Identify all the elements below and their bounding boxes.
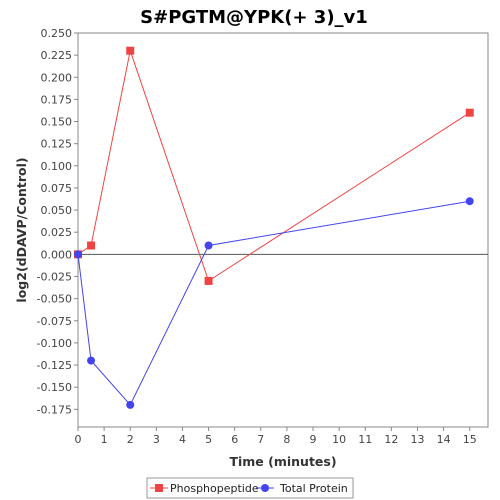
y-tick-label: -0.150 xyxy=(37,381,72,394)
y-tick-label: -0.050 xyxy=(37,293,72,306)
x-tick-label: 1 xyxy=(101,433,108,446)
legend: Phosphopeptide Total Protein xyxy=(146,477,354,499)
y-tick-label: 0.100 xyxy=(41,160,73,173)
data-point-phosphopeptide xyxy=(87,241,96,250)
x-tick-label: 14 xyxy=(437,433,451,446)
data-point-total-protein xyxy=(87,356,96,365)
x-tick-label: 9 xyxy=(310,433,317,446)
x-tick-label: 11 xyxy=(358,433,372,446)
x-tick-label: 15 xyxy=(463,433,477,446)
legend-marker-phosphopeptide xyxy=(155,484,163,492)
data-point-total-protein xyxy=(74,250,82,259)
data-point-phosphopeptide xyxy=(126,46,135,55)
plot-layer xyxy=(74,46,488,409)
data-point-total-protein xyxy=(204,241,213,250)
y-tick-label: 0.250 xyxy=(41,27,73,40)
plot-area xyxy=(77,32,489,428)
data-point-total-protein xyxy=(126,400,135,409)
data-point-phosphopeptide xyxy=(465,108,474,117)
y-tick-label: -0.125 xyxy=(37,359,72,372)
x-tick-label: 6 xyxy=(231,433,238,446)
x-tick-label: 12 xyxy=(384,433,398,446)
data-point-phosphopeptide xyxy=(204,276,213,285)
x-tick-label: 13 xyxy=(410,433,424,446)
y-tick-label: -0.175 xyxy=(37,403,72,416)
x-tick-label: 0 xyxy=(75,433,82,446)
legend-label-phosphopeptide: Phosphopeptide xyxy=(170,482,259,495)
y-tick-label: 0.225 xyxy=(41,49,73,62)
legend-label-total-protein: Total Protein xyxy=(279,482,348,495)
x-tick-label: 4 xyxy=(179,433,186,446)
data-point-total-protein xyxy=(465,197,474,206)
y-tick-label: -0.100 xyxy=(37,337,72,350)
y-axis-label: log2(dDAVP/Control) xyxy=(14,157,29,302)
y-tick-label: 0.150 xyxy=(41,116,73,129)
y-tick-label: 0.025 xyxy=(41,226,73,239)
y-tick-label: 0.050 xyxy=(41,204,73,217)
x-tick-label: 5 xyxy=(205,433,212,446)
y-tick-label: 0.200 xyxy=(41,71,73,84)
y-axis: 0.250 0.225 0.200 0.175 0.150 0.125 0.100 0.075… xyxy=(37,27,78,416)
y-tick-label: 0.125 xyxy=(41,138,73,151)
x-axis-label: Time (minutes) xyxy=(229,454,336,469)
x-axis: 0 1 2 3 4 5 6 7 8 9 10 11 12 13 14 15 xyxy=(75,427,477,446)
y-tick-label: 0.175 xyxy=(41,93,73,106)
x-tick-label: 2 xyxy=(127,433,134,446)
x-tick-label: 7 xyxy=(257,433,264,446)
x-tick-label: 10 xyxy=(332,433,346,446)
y-tick-label: -0.075 xyxy=(37,315,72,328)
chart-title: S#PGTM@YPK(+ 3)_v1 xyxy=(140,7,368,28)
legend-box xyxy=(146,477,354,499)
y-tick-label: -0.025 xyxy=(37,270,72,283)
y-tick-label: 0.075 xyxy=(41,182,73,195)
x-tick-label: 8 xyxy=(283,433,290,446)
legend-marker-total-protein xyxy=(261,484,269,492)
y-tick-label: 0.000 xyxy=(41,248,73,261)
x-tick-label: 3 xyxy=(153,433,160,446)
